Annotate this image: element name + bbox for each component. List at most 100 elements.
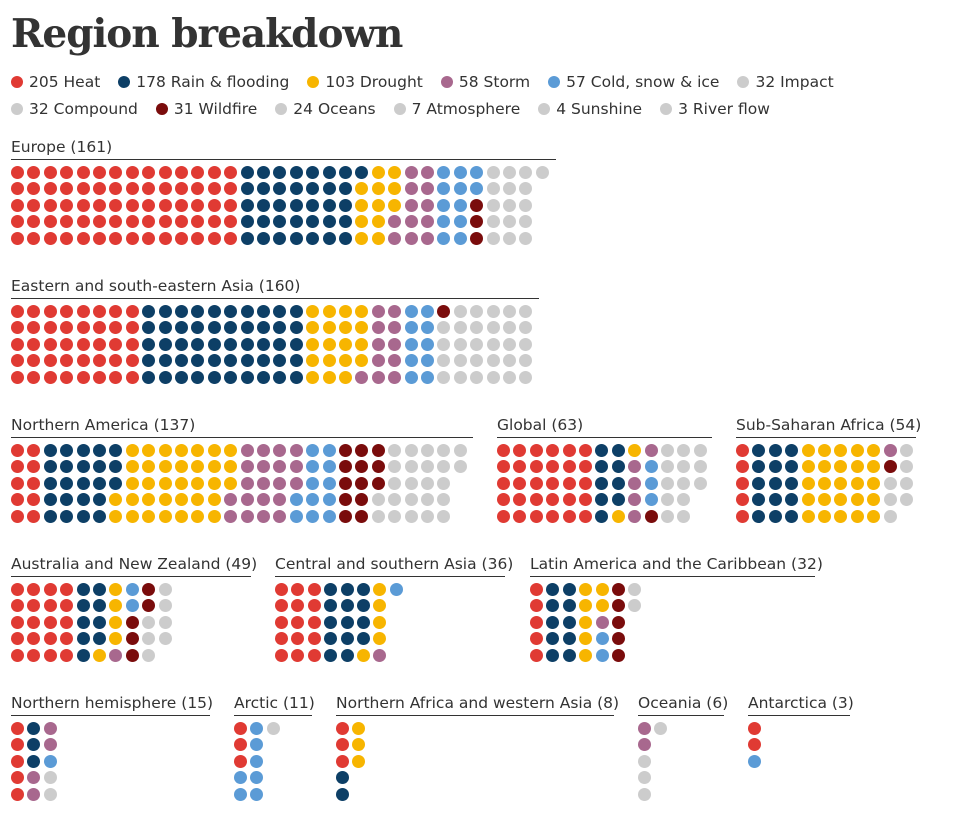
dot-rain: [752, 460, 766, 474]
dot-rain: [768, 476, 782, 490]
dot-wildfire: [612, 632, 625, 646]
dot-rain: [224, 370, 238, 384]
dot-rain: [240, 337, 254, 351]
dot-rain: [289, 198, 303, 212]
dot-drought: [834, 476, 848, 490]
dot-drought: [371, 215, 385, 229]
dot-drought: [175, 493, 188, 507]
dot-rain: [357, 615, 370, 629]
dot-heat: [191, 166, 205, 179]
dot-other: [661, 444, 674, 457]
dot-heat: [27, 215, 41, 229]
dot-drought: [850, 493, 864, 507]
dot-rain: [257, 321, 270, 335]
dot-heat: [529, 509, 543, 523]
dot-rain: [93, 493, 106, 507]
dot-wildfire: [355, 476, 369, 490]
dot-rain: [785, 460, 799, 474]
dot-rain: [257, 305, 270, 318]
dot-heat: [579, 460, 592, 474]
dot-cold: [404, 321, 418, 335]
dot-wildfire: [355, 493, 369, 507]
region-central-and-southern-asia: Central and southern Asia (36): [275, 554, 513, 665]
dot-heat: [513, 476, 527, 490]
dot-rain: [158, 305, 172, 318]
dot-heat: [93, 370, 106, 384]
legend-dot-rain: [118, 76, 131, 88]
dot-heat: [530, 583, 543, 596]
dot-heat: [207, 231, 221, 245]
dot-heat: [736, 444, 749, 457]
dot-heat: [748, 722, 761, 735]
dot-heat: [43, 198, 57, 212]
dot-wildfire: [339, 476, 352, 490]
dot-rain: [191, 321, 205, 335]
dot-rain: [175, 370, 188, 384]
dot-heat: [43, 599, 57, 613]
dot-storm: [404, 166, 418, 179]
dot-cold: [289, 493, 303, 507]
dot-drought: [125, 460, 139, 474]
dot-rain: [546, 599, 560, 613]
dot-heat: [27, 321, 41, 335]
dot-heat: [93, 354, 106, 368]
dot-other: [43, 787, 57, 801]
dot-storm: [240, 476, 254, 490]
dot-drought: [388, 166, 402, 179]
dot-heat: [109, 182, 123, 196]
dot-storm: [421, 166, 434, 179]
legend-dot-wildfire: [155, 103, 168, 115]
dot-wildfire: [371, 476, 385, 490]
dot-rain: [240, 321, 254, 335]
dot-cold: [421, 354, 434, 368]
dot-heat: [27, 648, 41, 662]
dot-heat: [191, 215, 205, 229]
dot-other: [470, 370, 484, 384]
dot-rain: [273, 321, 287, 335]
dot-other: [638, 754, 651, 768]
dot-heat: [109, 166, 123, 179]
dot-other: [693, 476, 707, 490]
dot-heat: [579, 493, 592, 507]
dot-other: [453, 354, 467, 368]
dot-drought: [357, 648, 370, 662]
dot-drought: [373, 599, 387, 613]
dot-rain: [357, 583, 370, 596]
legend-label: 7 Atmosphere: [411, 100, 521, 118]
dot-heat: [76, 166, 90, 179]
dot-rain: [109, 444, 123, 457]
dot-heat: [93, 198, 106, 212]
dot-heat: [43, 370, 57, 384]
dot-wildfire: [612, 599, 625, 613]
dot-rain: [289, 305, 303, 318]
dot-rain: [768, 509, 782, 523]
dot-wildfire: [470, 215, 484, 229]
dot-heat: [60, 321, 74, 335]
dot-heat: [224, 166, 238, 179]
dot-grid: [748, 722, 850, 804]
dot-rain: [142, 370, 156, 384]
dot-heat: [43, 305, 57, 318]
dot-other: [486, 166, 500, 179]
dot-drought: [818, 509, 831, 523]
dot-rain: [611, 460, 625, 474]
dot-heat: [11, 787, 24, 801]
legend-label: 178 Rain & flooding: [136, 73, 290, 91]
region-title: Latin America and the Caribbean (32): [530, 554, 823, 577]
legend-dot-cold: [548, 76, 561, 88]
dot-drought: [339, 321, 352, 335]
region-antarctica: Antarctica (3): [748, 693, 854, 804]
dot-rain: [93, 509, 106, 523]
dot-storm: [257, 476, 270, 490]
dot-rain: [240, 166, 254, 179]
region-title: Eastern and south-eastern Asia (160): [11, 276, 539, 299]
dot-other: [900, 444, 913, 457]
dot-drought: [371, 166, 385, 179]
dot-rain: [76, 632, 90, 646]
dot-heat: [158, 182, 172, 196]
dot-heat: [109, 370, 123, 384]
dot-heat: [11, 583, 24, 596]
legend-label: 24 Oceans: [293, 100, 376, 118]
dot-drought: [93, 648, 106, 662]
dot-rain: [357, 599, 370, 613]
